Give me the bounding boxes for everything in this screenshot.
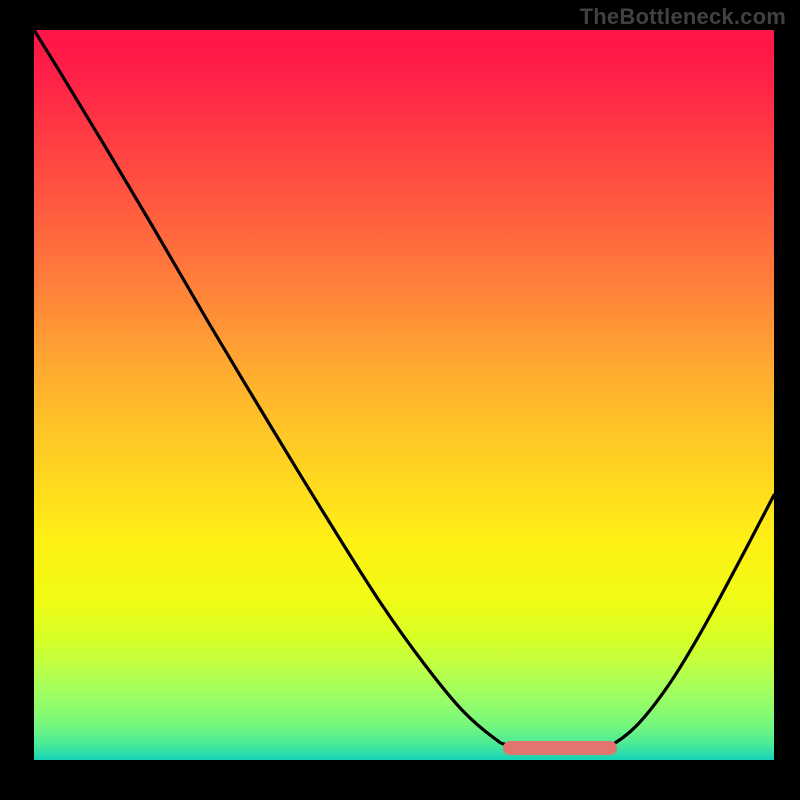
chart-stage: TheBottleneck.com — [0, 0, 800, 800]
optimal-range-marker — [503, 741, 617, 755]
plot-area — [34, 30, 774, 760]
watermark-text: TheBottleneck.com — [580, 4, 786, 30]
bottleneck-chart — [0, 0, 800, 800]
